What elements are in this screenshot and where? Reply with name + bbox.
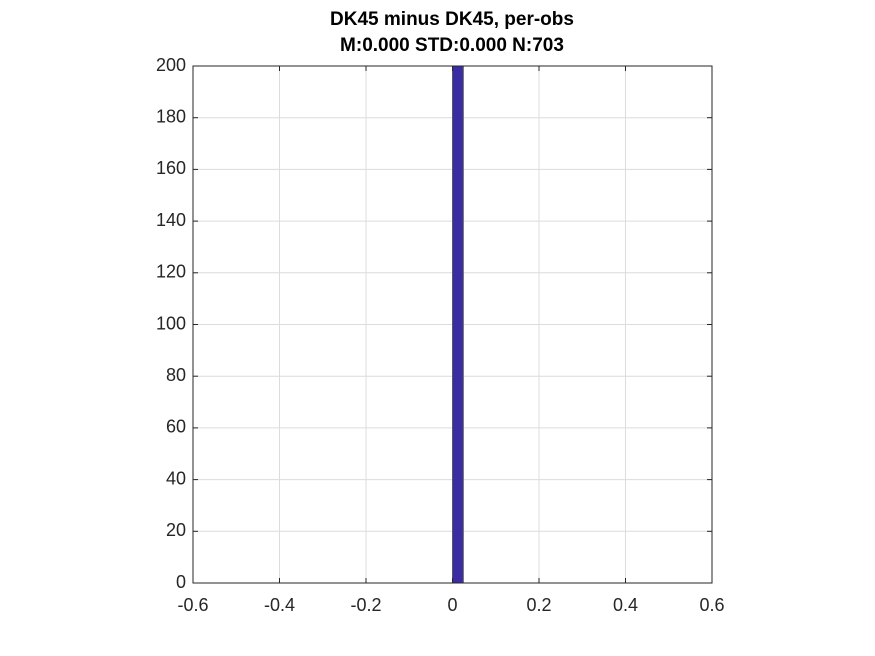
x-tick-label: 0.4 (613, 595, 638, 615)
x-tick-label: 0.6 (699, 595, 724, 615)
y-tick-label: 60 (166, 417, 186, 437)
x-tick-label: -0.6 (177, 595, 208, 615)
x-tick-label: 0.2 (526, 595, 551, 615)
bars (452, 66, 464, 583)
y-tick-label: 200 (156, 55, 186, 75)
y-tick-label: 160 (156, 158, 186, 178)
x-tick-label: -0.2 (350, 595, 381, 615)
x-tick-label: 0 (447, 595, 457, 615)
y-tick-label: 0 (176, 572, 186, 592)
x-tick-label: -0.4 (264, 595, 295, 615)
y-tick-label: 100 (156, 313, 186, 333)
chart-title: DK45 minus DK45, per-obs (330, 9, 574, 30)
bar (452, 66, 464, 583)
ticks: 0 20 40 60 80 100 120 140 160 180 200 -0.6 -0.4 -0.2 0… (156, 55, 725, 615)
y-tick-label: 120 (156, 262, 186, 282)
y-tick-label: 80 (166, 365, 186, 385)
chart-subtitle: M:0.000 STD:0.000 N:703 (340, 35, 564, 56)
y-tick-label: 40 (166, 468, 186, 488)
y-tick-label: 180 (156, 106, 186, 126)
y-tick-label: 140 (156, 210, 186, 230)
y-tick-label: 20 (166, 520, 186, 540)
